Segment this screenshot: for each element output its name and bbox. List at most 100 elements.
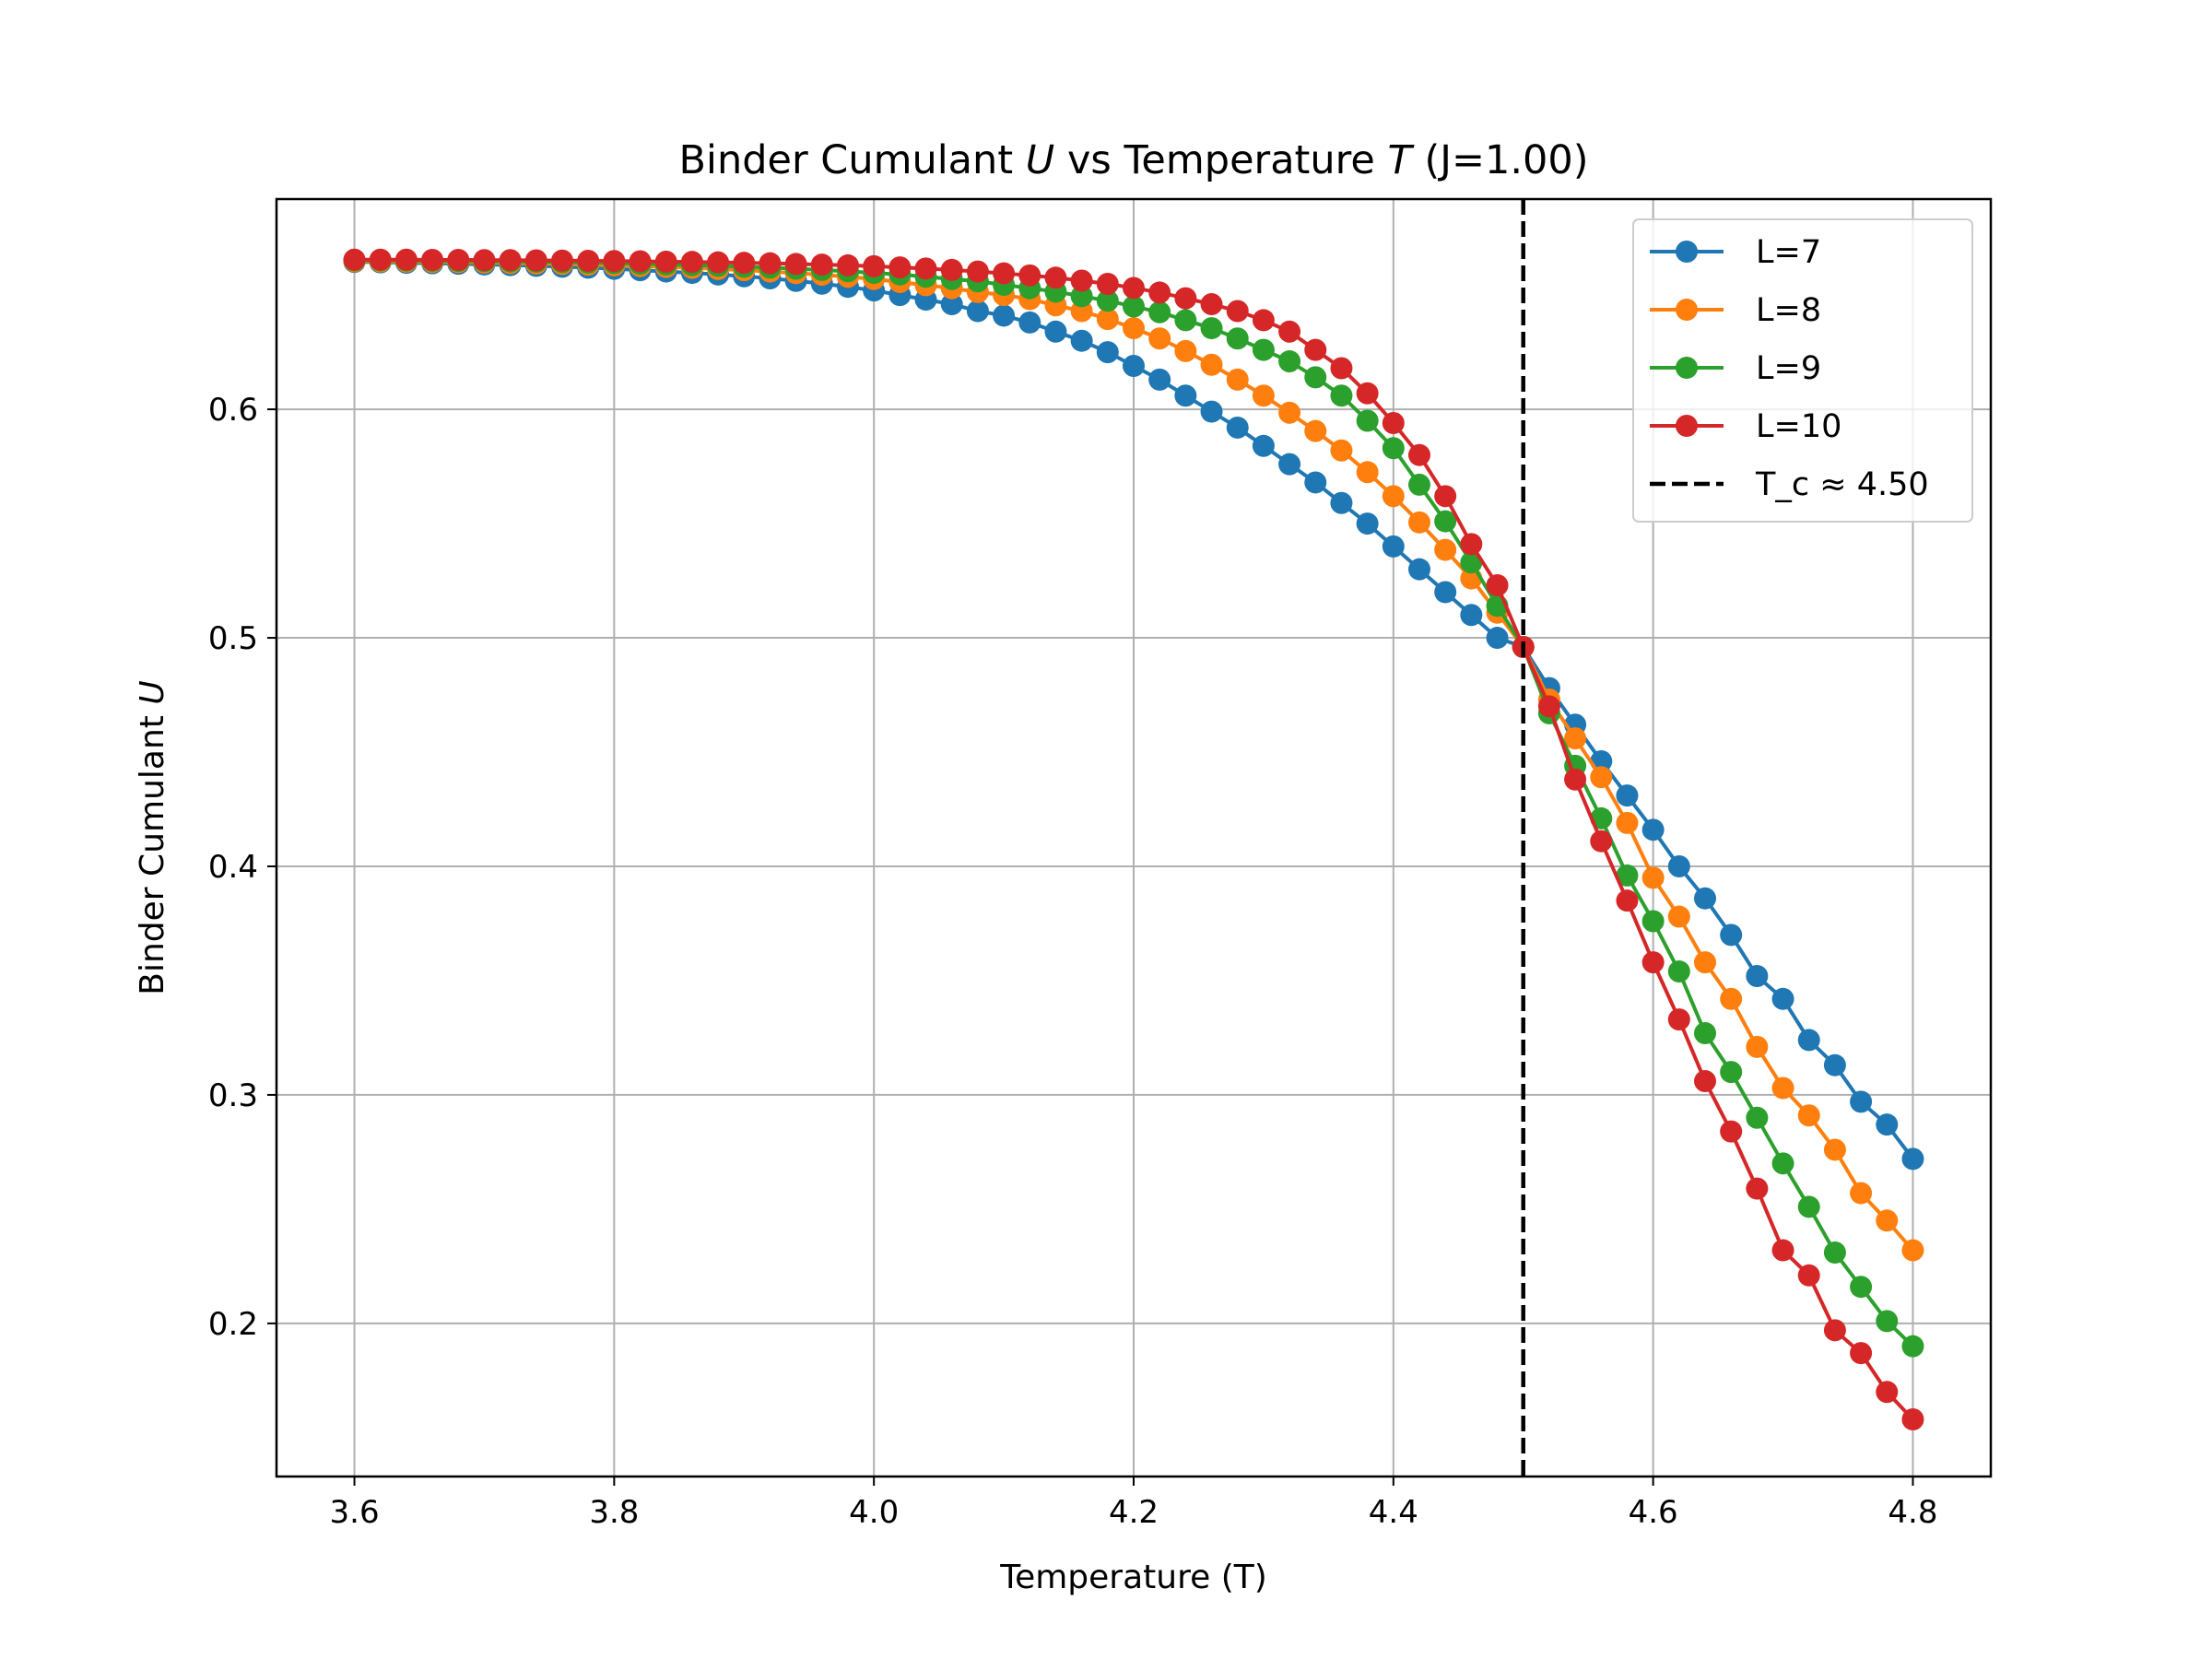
data-point-l10: [1694, 1070, 1716, 1093]
data-point-l10: [837, 253, 859, 276]
series-l10: [343, 248, 1924, 1431]
data-point-l7: [1070, 329, 1093, 352]
y-tick-label: 0.5: [208, 620, 258, 657]
y-tick-label: 0.6: [208, 392, 258, 429]
data-point-l10: [1408, 443, 1430, 466]
data-point-l7: [1850, 1090, 1873, 1113]
data-point-l7: [1200, 400, 1223, 423]
data-point-l7: [1018, 311, 1041, 334]
data-point-l8: [1356, 461, 1379, 484]
data-point-l8: [1901, 1239, 1924, 1262]
data-point-l8: [1641, 866, 1665, 889]
data-point-l10: [1174, 287, 1197, 310]
y-tick-label: 0.3: [208, 1077, 258, 1114]
data-point-l10: [1460, 533, 1483, 556]
data-point-l10: [1797, 1264, 1820, 1287]
data-point-l10: [524, 249, 547, 272]
data-point-l10: [810, 253, 833, 276]
data-point-l8: [1408, 511, 1430, 534]
data-point-l7: [1096, 341, 1119, 364]
data-point-l7: [1408, 558, 1430, 581]
data-point-l7: [1278, 453, 1301, 476]
x-tick-label: 4.6: [1629, 1494, 1678, 1531]
data-point-l10: [629, 250, 652, 273]
data-point-l7: [1330, 491, 1353, 514]
y-tick-label: 0.4: [208, 849, 258, 886]
data-point-l9: [1797, 1195, 1820, 1218]
data-point-l10: [966, 260, 989, 283]
data-point-l10: [1148, 281, 1171, 304]
data-point-l9: [1123, 295, 1145, 318]
data-point-l7: [1434, 581, 1457, 604]
data-point-l7: [1746, 965, 1769, 988]
data-point-l7: [940, 293, 963, 316]
data-point-l9: [1252, 338, 1275, 361]
data-point-l10: [1850, 1342, 1873, 1365]
data-point-l10: [1641, 951, 1665, 974]
data-point-l7: [1720, 924, 1743, 947]
data-point-l10: [1226, 300, 1249, 323]
data-point-l10: [1304, 338, 1327, 361]
data-point-l9: [1408, 473, 1430, 496]
chart-title-prefix: Binder Cumulant: [679, 137, 1026, 183]
chart-title: Binder Cumulant U vs Temperature T (J=1.…: [679, 137, 1589, 183]
data-point-l9: [1382, 437, 1405, 460]
data-point-l9: [1070, 285, 1093, 308]
data-point-l10: [863, 254, 886, 277]
data-point-l9: [1434, 510, 1457, 533]
data-point-l9: [1901, 1335, 1924, 1358]
data-point-l10: [1330, 357, 1353, 380]
data-point-l10: [1356, 382, 1379, 405]
data-point-l9: [1226, 327, 1249, 350]
data-point-l8: [1746, 1035, 1769, 1058]
data-point-l9: [1356, 409, 1379, 432]
data-point-l10: [1564, 768, 1587, 791]
data-point-l7: [1252, 434, 1275, 457]
data-point-l9: [1876, 1310, 1899, 1333]
x-axis-label: Temperature (T): [999, 1559, 1267, 1596]
data-point-l10: [1720, 1120, 1743, 1143]
data-point-l8: [1797, 1104, 1820, 1127]
data-point-l10: [759, 252, 782, 275]
data-point-l7: [1460, 604, 1483, 627]
data-point-l8: [1200, 353, 1223, 376]
data-point-l10: [1278, 320, 1301, 343]
x-tick-label: 4.4: [1369, 1494, 1418, 1531]
data-point-l10: [421, 248, 444, 271]
data-point-l10: [473, 249, 496, 272]
data-point-l10: [343, 248, 366, 271]
data-point-l8: [1278, 401, 1301, 424]
data-point-l7: [993, 304, 1016, 327]
data-point-l7: [1823, 1053, 1846, 1077]
y-axis-label-prefix: Binder Cumulant: [134, 705, 171, 995]
data-point-l8: [1850, 1182, 1873, 1205]
data-point-l10: [394, 248, 418, 271]
data-point-l10: [1823, 1319, 1846, 1342]
data-point-l7: [1123, 354, 1145, 377]
chart-title-var-t: T: [1388, 137, 1416, 183]
data-point-l8: [1330, 439, 1353, 462]
data-point-l9: [1096, 289, 1119, 312]
data-point-l10: [1200, 293, 1223, 316]
x-tick-label: 4.0: [849, 1494, 899, 1531]
data-point-l10: [1486, 574, 1509, 597]
legend-entries: L=7 L=8 L=9 L=10 T_c ≈ 4.50: [1650, 234, 1929, 503]
data-point-l10: [1123, 276, 1145, 300]
legend: L=7 L=8 L=9 L=10 T_c ≈ 4.50: [1632, 218, 1973, 523]
data-point-l10: [1537, 695, 1560, 718]
data-point-l8: [1252, 384, 1275, 407]
chart-title-var-u: U: [1026, 137, 1054, 183]
data-point-l10: [1616, 889, 1639, 912]
data-point-l10: [577, 249, 600, 272]
data-point-l10: [733, 252, 756, 275]
legend-label-l9: L=9: [1756, 350, 1821, 387]
x-tick-label: 4.2: [1109, 1494, 1159, 1531]
data-point-l7: [1797, 1029, 1820, 1052]
data-point-l10: [1667, 1008, 1690, 1031]
legend-label-l7: L=7: [1756, 234, 1821, 271]
data-point-l10: [888, 256, 912, 279]
data-point-l9: [1616, 864, 1639, 887]
data-point-l9: [1771, 1152, 1794, 1175]
data-point-l10: [1590, 830, 1613, 853]
